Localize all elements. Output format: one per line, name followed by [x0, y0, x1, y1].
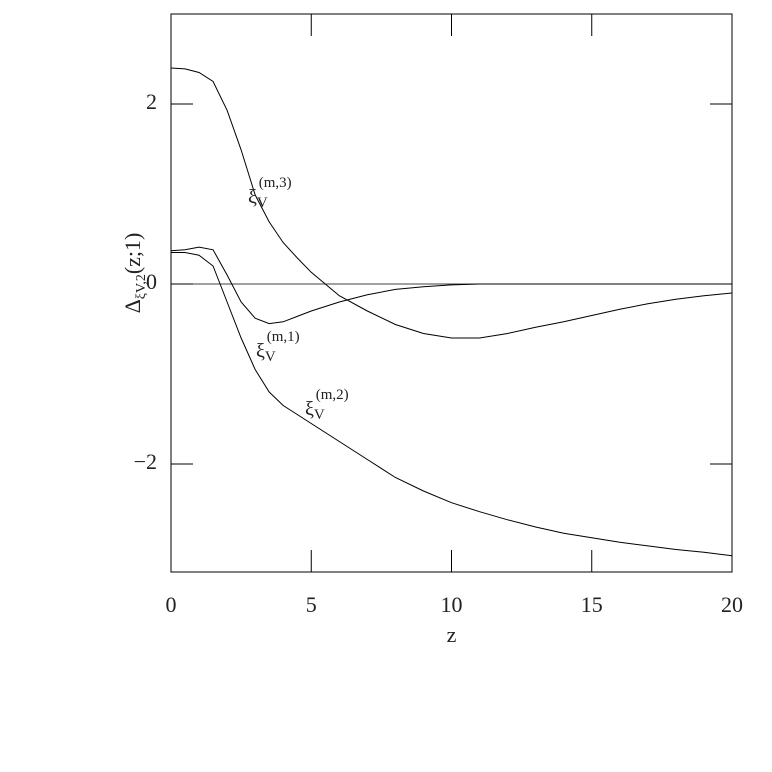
x-tick-label: 0	[166, 592, 177, 617]
series-label-symbol: ξ	[305, 398, 314, 420]
x-tick-label: 20	[721, 592, 743, 617]
y-label-sub: ξV,2	[134, 274, 149, 299]
y-tick-label: −2	[134, 449, 157, 474]
y-label-symbol: Δ	[120, 299, 145, 313]
x-axis-label: z	[447, 622, 457, 647]
x-tick-label: 5	[306, 592, 317, 617]
series-label-symbol: ξ	[256, 340, 265, 362]
series-label-sup: (m,3)	[259, 175, 292, 191]
series-label: ξV (m,1)	[256, 329, 300, 365]
line-series	[170, 67, 733, 339]
x-tick-label: 10	[441, 592, 463, 617]
series-label-sub: V	[257, 195, 268, 211]
y-tick-label: 0	[146, 269, 157, 294]
series-label: ξV (m,2)	[305, 387, 349, 423]
y-tick-label: 2	[146, 89, 157, 114]
series-label-symbol: ξ	[248, 186, 257, 208]
series-label-sub: V	[265, 349, 276, 365]
series-label-sup: (m,2)	[316, 387, 349, 403]
y-axis-label: ΔξV,2(z;1)	[120, 233, 149, 314]
series-label-sup: (m,1)	[267, 329, 300, 345]
line-series	[171, 252, 733, 557]
y-label-args: (z;1)	[120, 233, 145, 275]
series-label-sub: V	[314, 407, 325, 423]
plot-frame	[170, 13, 733, 573]
series-label: ξV (m,3)	[248, 175, 292, 211]
line-series	[170, 246, 732, 325]
x-tick-label: 15	[581, 592, 603, 617]
